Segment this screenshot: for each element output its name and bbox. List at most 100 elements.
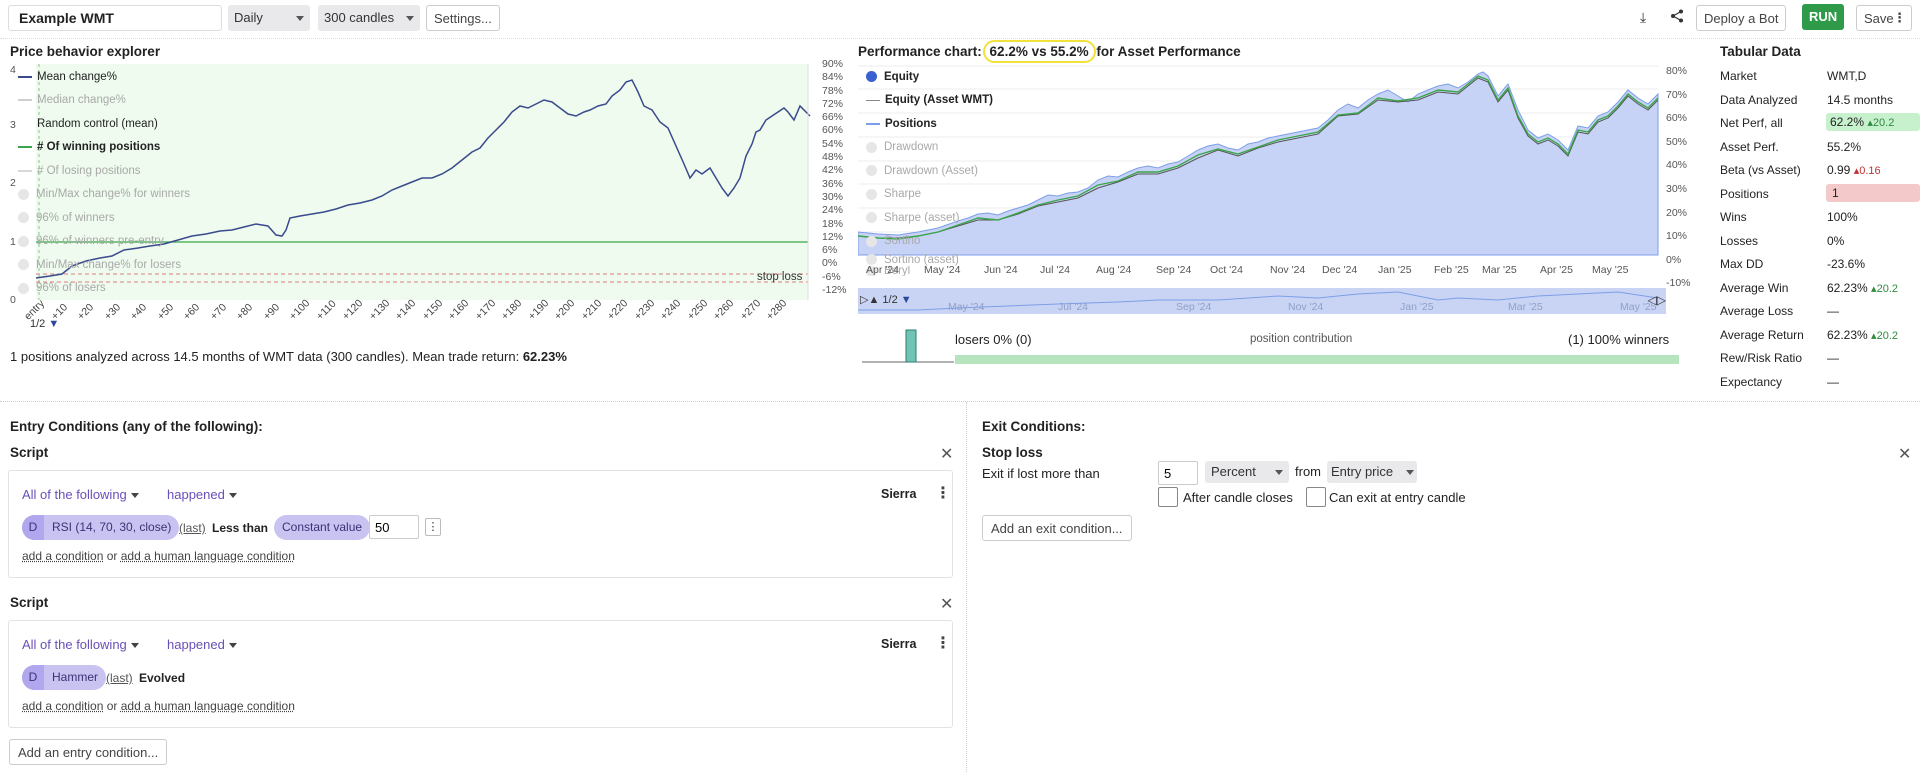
last-select[interactable]: (last) (106, 671, 133, 685)
legend-item[interactable]: # Of losing positions (18, 159, 190, 183)
legend-item[interactable]: Drawdown (866, 136, 993, 160)
chevron-down-icon (1275, 470, 1283, 475)
add-condition-link[interactable]: add a condition (22, 549, 104, 563)
close-icon[interactable]: ✕ (1898, 446, 1912, 463)
add-exit-condition-button[interactable]: Add an exit condition... (982, 515, 1132, 541)
x-tick: +210 (578, 297, 604, 323)
losers-label: losers 0% (0) (955, 332, 1032, 347)
navigator-pager[interactable]: ▷▲ 1/2 ▼ (860, 294, 912, 306)
price-pager[interactable]: 1/2 ▼ (30, 318, 60, 330)
legend-item[interactable]: 96% of losers (18, 277, 190, 301)
daily-badge[interactable]: D (22, 515, 44, 540)
legend-item[interactable]: Sortino (866, 230, 993, 254)
nav-tick: Jul '24 (1058, 301, 1089, 313)
legend-item[interactable]: Min/Max change% for losers (18, 253, 190, 277)
nav-tick: May '24 (948, 301, 985, 313)
dot-swatch (18, 235, 29, 247)
legend-item[interactable]: Sortino (asset) (866, 253, 993, 266)
timeframe-select[interactable]: Daily (228, 5, 310, 31)
price-y-left-tick: 0 (10, 294, 16, 306)
add-human-condition-link[interactable]: add a human language condition (120, 549, 295, 563)
mode-select[interactable]: All of the following (22, 637, 139, 652)
entry-candle-checkbox[interactable] (1306, 487, 1326, 507)
rsi-threshold-input[interactable] (369, 515, 419, 539)
x-tick: +240 (658, 297, 684, 323)
highlighted-comparison: 62.2% vs 55.2% (982, 40, 1096, 63)
download-icon[interactable]: ⤓ (1640, 9, 1647, 25)
daily-badge[interactable]: D (22, 665, 44, 690)
share-icon[interactable] (1670, 9, 1684, 26)
mean-trade-return: 62.23% (522, 349, 567, 364)
kebab-icon[interactable]: ⋮ (1893, 10, 1906, 25)
stop-loss-value-input[interactable] (1158, 461, 1198, 485)
legend-item[interactable]: Equity (866, 65, 993, 89)
when-select[interactable]: happened (167, 487, 237, 502)
deploy-bot-button[interactable]: Deploy a Bot (1696, 5, 1787, 31)
legend-item[interactable]: Sharpe (866, 183, 993, 207)
legend-item[interactable]: Median change% (18, 89, 190, 113)
x-tick: +220 (605, 297, 631, 323)
legend-item[interactable]: Drawdown (Asset) (866, 159, 993, 183)
add-human-condition-link[interactable]: add a human language condition (120, 699, 295, 713)
legend-item[interactable]: 96% of winners (18, 206, 190, 230)
kebab-icon[interactable]: ⋮ (935, 635, 951, 652)
legend-item[interactable]: Equity (Asset WMT) (866, 89, 993, 113)
after-close-checkbox[interactable] (1158, 487, 1178, 507)
x-tick: +150 (419, 297, 445, 323)
operator-label[interactable]: Evolved (139, 671, 186, 685)
contribution-bar (955, 355, 1679, 364)
close-icon[interactable]: ✕ (940, 596, 954, 613)
legend-item[interactable]: Sharpe (asset) (866, 206, 993, 230)
positions-area (858, 71, 1659, 256)
line-swatch (866, 122, 880, 125)
strategy-name-input[interactable] (8, 5, 222, 31)
legend-item[interactable]: Beryl (866, 266, 993, 276)
legend-item[interactable]: 96% of winners pre-entry (18, 230, 190, 254)
delta-up: ▴20.2 (1867, 117, 1895, 129)
position-histogram (862, 329, 954, 363)
legend-item[interactable]: # Of winning positions (18, 136, 190, 160)
triangle-down-icon[interactable]: ▼ (900, 294, 912, 306)
mean-change-line (35, 79, 811, 279)
dot-swatch (18, 259, 29, 271)
perf-x-axis: Apr '24 May '24 Jun '24 Jul '24 Aug '24 … (866, 264, 1666, 278)
add-entry-condition-button[interactable]: Add an entry condition... (9, 739, 168, 765)
x-tick: +260 (711, 297, 737, 323)
run-button[interactable]: RUN (1802, 4, 1845, 30)
chevron-down-icon (1406, 470, 1414, 475)
contribution-label: position contribution (1250, 333, 1353, 345)
delta-up: ▴0.16 (1853, 165, 1881, 177)
kebab-icon[interactable]: ⋮ (935, 485, 951, 502)
constant-value-pill[interactable]: Constant value (274, 515, 371, 540)
add-condition-link[interactable]: add a condition (22, 699, 104, 713)
more-options-icon[interactable]: ⋮ (425, 518, 441, 536)
table-row: Expectancy — (1720, 374, 1839, 389)
last-select[interactable]: (last) (179, 521, 206, 535)
legend-item[interactable]: Positions (866, 112, 993, 136)
reference-select[interactable]: Entry price (1327, 461, 1417, 483)
chevron-down-icon (228, 643, 237, 649)
indicator-pill[interactable]: RSI (14, 70, 30, close) (22, 515, 180, 540)
x-tick: +60 (181, 301, 203, 323)
legend-item[interactable]: Min/Max change% for winners (18, 183, 190, 207)
x-tick: Aug '24 (1096, 264, 1132, 276)
when-select[interactable]: happened (167, 637, 237, 652)
triangle-down-icon[interactable]: ▼ (48, 318, 60, 330)
operator-label[interactable]: Less than (212, 521, 269, 535)
price-chart (35, 64, 811, 300)
navigator-sparkline (858, 291, 1659, 311)
perf-legend: Equity Equity (Asset WMT) Positions Draw… (866, 65, 993, 276)
close-icon[interactable]: ✕ (940, 446, 954, 463)
price-y-left-tick: 3 (10, 119, 16, 131)
delta-up: ▴20.2 (1871, 329, 1898, 342)
legend-item[interactable]: Random control (mean) (37, 117, 158, 130)
navigator-handle-icon[interactable]: ◁▷ (1647, 293, 1666, 307)
nav-tick: Mar '25 (1508, 301, 1543, 313)
save-button[interactable]: Save ⋮ (1856, 5, 1912, 31)
settings-button[interactable]: Settings... (426, 5, 500, 31)
legend-item[interactable]: Mean change% (18, 65, 190, 89)
unit-select[interactable]: Percent (1205, 461, 1289, 483)
mode-select[interactable]: All of the following (22, 487, 139, 502)
time-navigator[interactable]: ▷▲ 1/2 ▼ ◁▷ May '24 Jul '24 Sep '24 Nov … (858, 288, 1666, 314)
candles-select[interactable]: 300 candles (318, 5, 420, 31)
